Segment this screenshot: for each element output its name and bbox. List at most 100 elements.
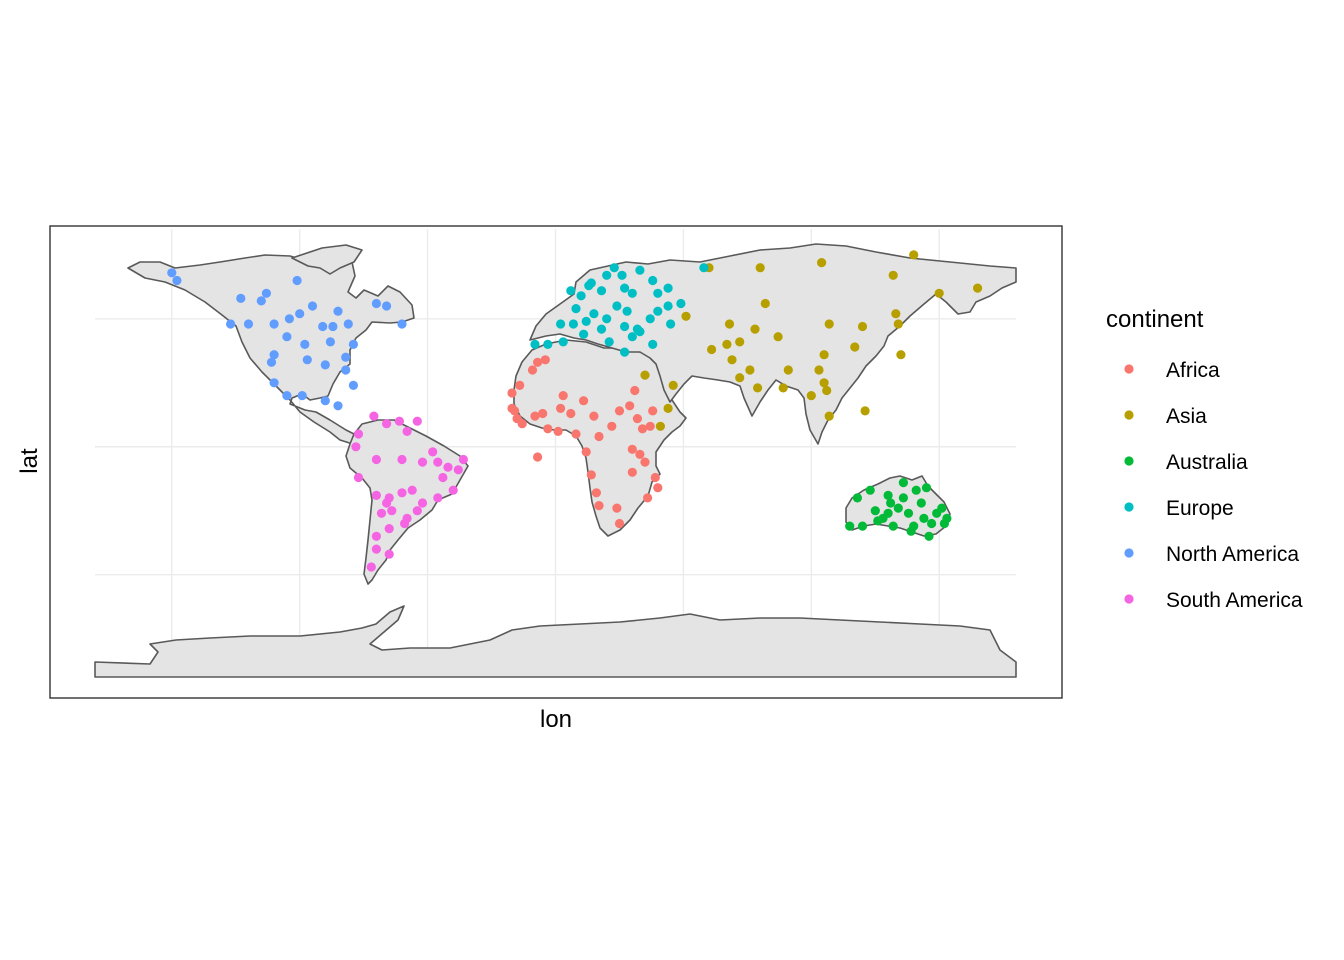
x-axis-title: lon: [540, 706, 572, 733]
point-africa: [643, 493, 653, 503]
point-australia: [865, 485, 875, 495]
point-north-america: [282, 332, 292, 342]
point-north-america: [236, 293, 246, 303]
point-asia: [783, 365, 793, 375]
point-south-america: [384, 524, 394, 534]
point-australia: [927, 518, 937, 529]
point-africa: [594, 501, 604, 511]
point-south-america: [351, 442, 361, 452]
point-south-america: [417, 498, 428, 508]
point-australia: [906, 526, 916, 536]
point-asia: [640, 370, 650, 380]
point-africa: [648, 406, 658, 416]
point-europe: [581, 316, 591, 326]
legend-items: Africa Asia Australia Europe North America So…: [1124, 359, 1303, 612]
point-asia: [663, 403, 673, 413]
point-north-america: [397, 319, 407, 329]
landmass-greenland: [291, 244, 363, 275]
point-africa: [571, 429, 581, 439]
point-south-america: [371, 490, 381, 500]
point-north-america: [284, 314, 294, 324]
point-asia: [896, 350, 906, 360]
point-australia: [903, 508, 914, 518]
point-asia: [819, 378, 829, 388]
point-south-america: [371, 531, 381, 541]
point-asia: [909, 250, 919, 260]
point-south-america: [407, 485, 417, 495]
point-africa: [581, 447, 591, 457]
data-points: [167, 250, 983, 572]
point-asia: [753, 383, 763, 393]
point-north-america: [341, 365, 351, 375]
point-north-america: [348, 339, 358, 349]
point-south-america: [402, 426, 412, 436]
point-africa: [645, 421, 655, 431]
point-north-america: [343, 319, 353, 329]
point-australia: [937, 503, 947, 513]
point-north-america: [300, 339, 310, 349]
point-asia: [778, 383, 788, 393]
legend-key-asia: [1124, 410, 1134, 420]
point-north-america: [328, 321, 338, 332]
point-north-america: [302, 355, 312, 365]
point-australia: [898, 493, 909, 503]
point-asia: [817, 258, 827, 268]
point-asia: [857, 321, 868, 332]
point-asia: [681, 311, 691, 321]
point-south-america: [397, 488, 407, 498]
point-south-america: [428, 447, 438, 457]
point-africa: [566, 408, 576, 419]
point-asia: [934, 288, 944, 298]
point-asia: [755, 263, 765, 273]
point-europe: [609, 263, 619, 273]
point-africa: [533, 357, 543, 367]
point-europe: [589, 309, 599, 319]
point-europe: [620, 347, 630, 357]
point-north-america: [341, 352, 351, 362]
point-europe: [604, 337, 614, 347]
point-africa: [612, 503, 622, 513]
point-south-america: [448, 485, 458, 495]
point-europe: [596, 324, 607, 334]
point-africa: [627, 444, 637, 454]
point-europe: [568, 319, 579, 329]
point-north-america: [371, 298, 381, 309]
point-europe: [627, 332, 637, 342]
point-north-america: [320, 396, 330, 406]
point-asia: [668, 380, 678, 390]
point-africa: [509, 406, 520, 416]
point-north-america: [307, 301, 318, 311]
point-australia: [845, 521, 855, 531]
point-europe: [622, 306, 632, 316]
point-australia: [942, 513, 952, 524]
point-europe: [617, 270, 627, 280]
legend-key-north-america: [1124, 548, 1134, 558]
point-africa: [515, 380, 525, 390]
point-asia: [888, 270, 898, 280]
point-europe: [566, 286, 576, 296]
point-asia: [806, 391, 816, 401]
point-africa: [640, 457, 650, 467]
point-asia: [750, 324, 760, 334]
point-north-america: [269, 378, 279, 388]
point-europe: [530, 339, 540, 349]
point-asia: [727, 355, 737, 365]
point-asia: [722, 339, 732, 349]
point-europe: [543, 339, 553, 349]
point-europe: [620, 283, 630, 293]
point-africa: [540, 355, 550, 365]
legend-label-asia: Asia: [1166, 405, 1207, 428]
point-africa: [653, 483, 663, 493]
point-europe: [676, 298, 686, 309]
point-africa: [589, 411, 599, 421]
point-africa: [650, 472, 660, 483]
legend-label-africa: Africa: [1166, 359, 1220, 382]
point-asia: [850, 342, 860, 352]
point-australia: [886, 498, 896, 508]
point-africa: [632, 414, 643, 424]
point-africa: [591, 488, 602, 498]
point-africa: [594, 431, 604, 442]
point-europe: [602, 314, 612, 324]
point-south-america: [369, 411, 379, 421]
point-africa: [579, 396, 589, 406]
